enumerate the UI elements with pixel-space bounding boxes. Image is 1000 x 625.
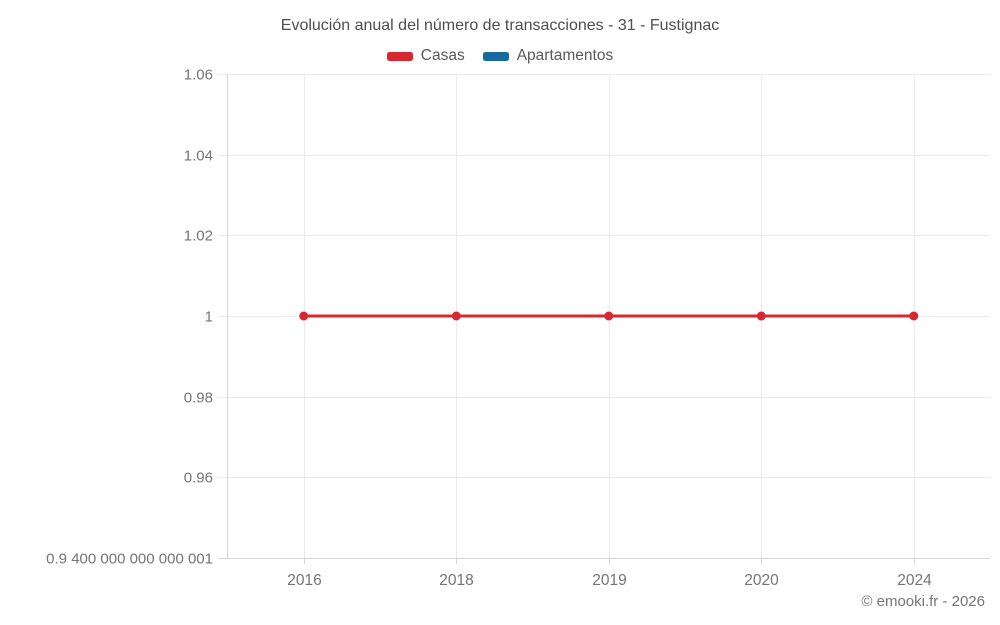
credit-text: © emooki.fr - 2026 bbox=[861, 593, 985, 610]
x-tick-label: 2024 bbox=[897, 572, 932, 589]
legend-label: Apartamentos bbox=[516, 47, 614, 64]
legend-item-casas[interactable]: Casas bbox=[386, 47, 465, 65]
legend-swatch-icon bbox=[482, 51, 509, 61]
x-tick-label: 2016 bbox=[287, 572, 321, 589]
y-tick-label: 1.04 bbox=[184, 148, 213, 165]
legend-swatch-icon bbox=[386, 51, 413, 61]
y-tick-label: 0.96 bbox=[184, 470, 213, 487]
y-tick-label: 0.9 400 000 000 000 001 bbox=[46, 551, 213, 568]
legend-item-apartamentos[interactable]: Apartamentos bbox=[482, 47, 614, 65]
chart-legend: Casas Apartamentos bbox=[0, 46, 1000, 66]
x-tick-label: 2018 bbox=[439, 572, 473, 589]
x-tick-label: 2020 bbox=[744, 572, 779, 589]
y-tick-label: 1 bbox=[205, 309, 213, 326]
y-tick-label: 1.02 bbox=[184, 228, 213, 245]
y-tick-label: 0.98 bbox=[184, 390, 213, 407]
data-point-casas bbox=[299, 311, 309, 321]
chart-title: Evolución anual del número de transaccio… bbox=[280, 17, 720, 34]
data-point-casas bbox=[756, 311, 766, 321]
x-tick-label: 2019 bbox=[592, 572, 626, 589]
data-point-casas bbox=[604, 311, 614, 321]
legend-label: Casas bbox=[420, 47, 465, 64]
data-point-casas bbox=[451, 311, 461, 321]
data-point-casas bbox=[909, 311, 919, 321]
y-tick-label: 1.06 bbox=[184, 67, 213, 84]
